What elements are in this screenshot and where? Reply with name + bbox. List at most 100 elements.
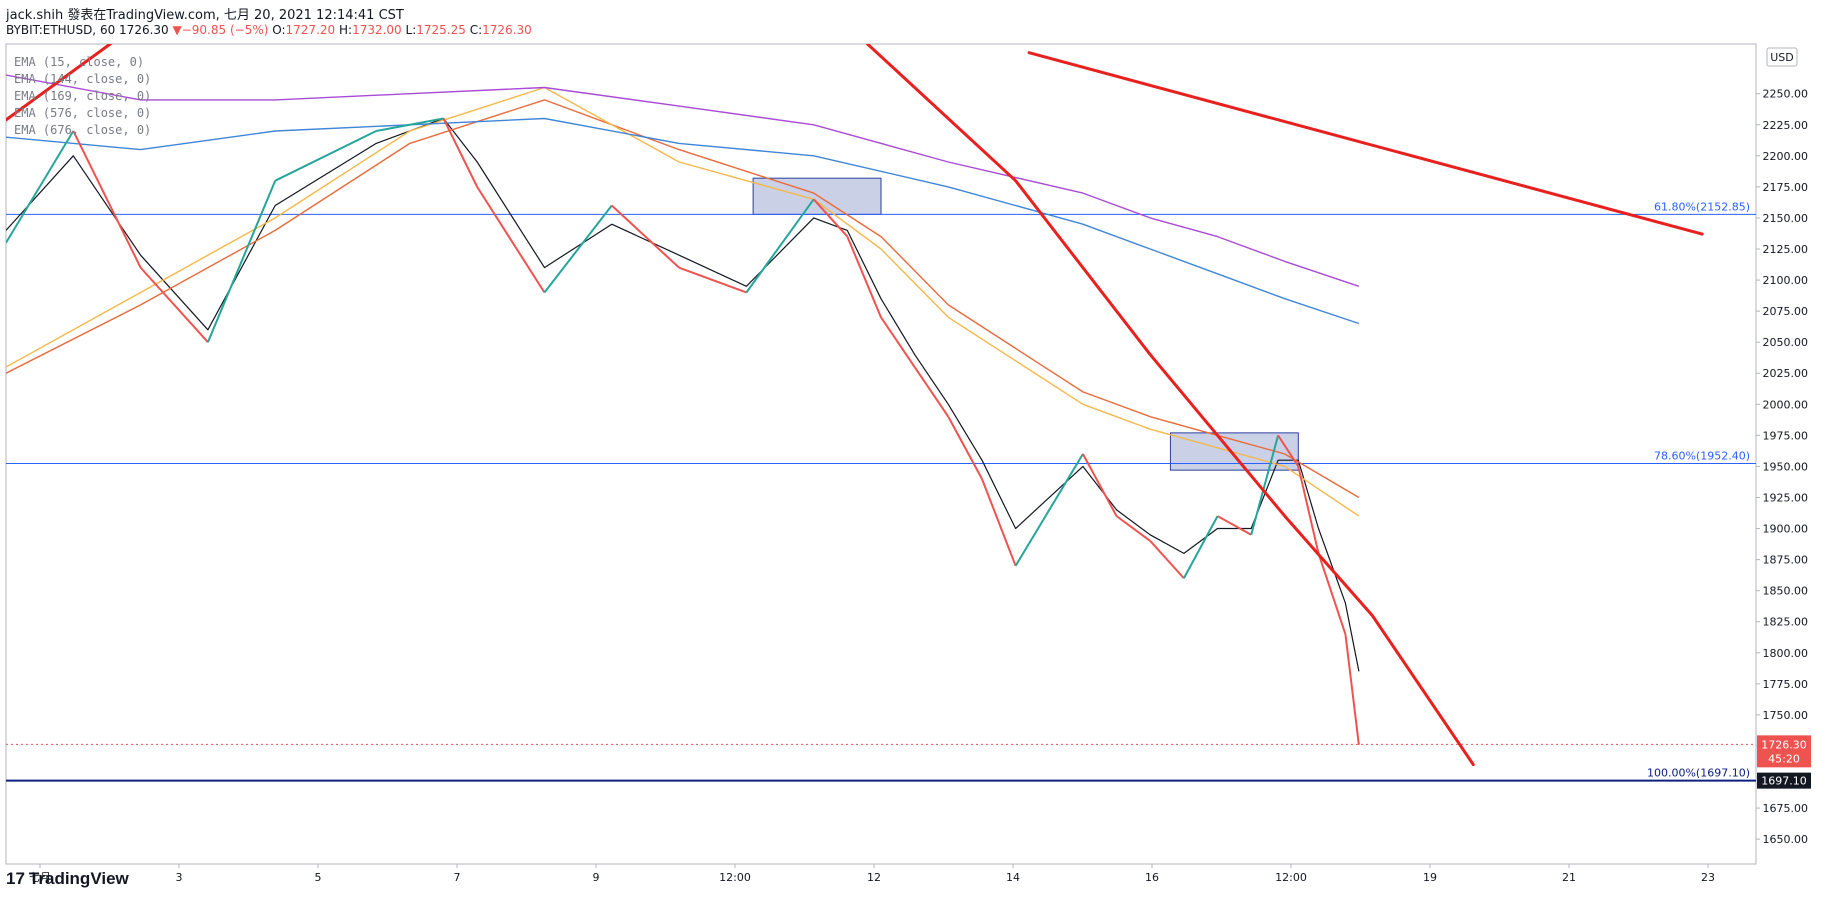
price-segment [678, 266, 747, 294]
y-tick-label: 2075.00 [1763, 305, 1809, 318]
y-tick-label: 2175.00 [1763, 181, 1809, 194]
high-value: 1732.00 [352, 23, 402, 37]
low-value: 1725.25 [416, 23, 466, 37]
x-tick-label: 12:00 [1275, 871, 1307, 884]
price-segment [812, 198, 849, 238]
x-tick-label: 7 [454, 871, 461, 884]
price-segment [442, 118, 479, 188]
price-segment [1297, 466, 1320, 554]
trendline[interactable] [0, 32, 127, 125]
x-tick-label: 3 [176, 871, 183, 884]
y-tick-label: 1850.00 [1763, 585, 1809, 598]
last-price-badge [1757, 735, 1811, 768]
price-segment [1183, 515, 1219, 579]
tradingview-icon: 17 [6, 869, 25, 888]
ema-legend-item[interactable]: EMA (144, close, 0) [14, 72, 152, 86]
ema-legend-item[interactable]: EMA (676, close, 0) [14, 123, 152, 137]
open-value: 1727.20 [285, 23, 336, 37]
y-tick-label: 1825.00 [1763, 616, 1809, 629]
x-tick-label: 5 [315, 871, 322, 884]
price-axis[interactable]: 1650.001675.001700.001725.001750.001775.… [1756, 88, 1808, 846]
svg-text:USD: USD [1770, 51, 1794, 64]
fib-layer: 61.80%(2152.85) 78.60%(1952.40) 100.00%(16… [6, 200, 1756, 782]
bar-countdown: 45:20 [1768, 752, 1800, 765]
brand-name: TradingView [28, 869, 129, 888]
ema-legend-item[interactable]: EMA (15, close, 0) [14, 55, 145, 69]
price-segment [207, 180, 277, 343]
plot-area-border [5, 43, 1757, 865]
ema-line[interactable] [6, 86, 1360, 517]
close-label: C: [469, 23, 483, 37]
symbol-label[interactable]: BYBIT:ETHUSD, 60 [6, 23, 116, 37]
price-segment [981, 478, 1017, 567]
price-segment [139, 266, 209, 343]
price-segment [72, 130, 142, 269]
price-segment [274, 130, 377, 182]
price-segment [1277, 434, 1300, 467]
fib-100-badge-value: 1697.10 [1761, 775, 1807, 788]
price-segment [1115, 515, 1151, 542]
y-tick-label: 1875.00 [1763, 554, 1809, 567]
open-label: O: [272, 23, 286, 37]
ema-legend-item[interactable]: EMA (576, close, 0) [14, 106, 152, 120]
last-price-badge-value: 1726.30 [1761, 738, 1807, 751]
y-tick-label: 2025.00 [1763, 367, 1809, 380]
y-tick-label: 1975.00 [1763, 429, 1809, 442]
chart-title: jack.shih 發表在TradingView.com, 七月 20, 202… [6, 8, 404, 23]
trendline[interactable] [1027, 51, 1704, 236]
x-tick-label: 12 [867, 871, 881, 884]
price-segment [745, 198, 815, 294]
y-tick-label: 1675.00 [1763, 802, 1809, 815]
y-tick-label: 1925.00 [1763, 491, 1809, 504]
price-segment [6, 130, 75, 244]
y-tick-label: 2050.00 [1763, 336, 1809, 349]
price-segment [1014, 453, 1084, 567]
high-label: H: [338, 23, 353, 37]
ema-line[interactable] [6, 99, 1360, 499]
fib-100-badge [1757, 772, 1811, 789]
change-value: −90.85 (−5%) [181, 23, 269, 37]
currency-button[interactable]: USD [1766, 47, 1798, 67]
ema-legend-item[interactable]: EMA (169, close, 0) [14, 89, 152, 103]
price-segment [1344, 634, 1360, 745]
close-value: 1726.30 [482, 23, 532, 37]
change-arrow-icon: ▼ [172, 23, 182, 37]
price-segment [376, 117, 444, 132]
supply-zone-box[interactable] [752, 177, 882, 215]
ema-line[interactable] [6, 117, 1360, 325]
y-tick-label: 1650.00 [1763, 833, 1809, 846]
price-segment [543, 204, 613, 294]
y-tick-label: 1800.00 [1763, 647, 1809, 660]
x-tick-label: 14 [1006, 871, 1020, 884]
price-segment [1250, 435, 1280, 536]
trendline[interactable] [866, 44, 1475, 767]
price-segment [611, 204, 680, 269]
ema-line[interactable] [6, 74, 1360, 287]
symbol-ohlc-row: BYBIT:ETHUSD, 60 1726.30 ▼−90.85 (−5%) O… [6, 23, 532, 37]
price-segment [880, 316, 916, 368]
x-tick-label: 七月 [29, 871, 51, 884]
y-tick-label: 2200.00 [1763, 150, 1809, 163]
ema-legend: EMA (15, close, 0) EMA (144, close, 0) E… [14, 54, 151, 139]
x-tick-label: 21 [1562, 871, 1576, 884]
price-segment [476, 186, 546, 294]
fib-level-label: 78.60%(1952.40) [1654, 449, 1750, 462]
ema-line[interactable] [6, 117, 1360, 672]
price-segment [846, 236, 882, 318]
fib-level-label: 61.80%(2152.85) [1654, 200, 1750, 213]
price-segment [913, 366, 950, 418]
last-price: 1726.30 [119, 23, 169, 37]
y-tick-label: 2250.00 [1763, 88, 1809, 101]
x-tick-label: 19 [1423, 871, 1437, 884]
y-tick-label: 2100.00 [1763, 274, 1809, 287]
y-tick-label: 1950.00 [1763, 460, 1809, 473]
x-tick-label: 23 [1701, 871, 1715, 884]
fib-level-label: 100.00%(1697.10) [1647, 767, 1750, 780]
trendline-layer [0, 32, 1704, 767]
x-tick-label: 9 [593, 871, 600, 884]
tradingview-logo[interactable]: 17 TradingView [6, 869, 129, 889]
y-tick-label: 1750.00 [1763, 709, 1809, 722]
